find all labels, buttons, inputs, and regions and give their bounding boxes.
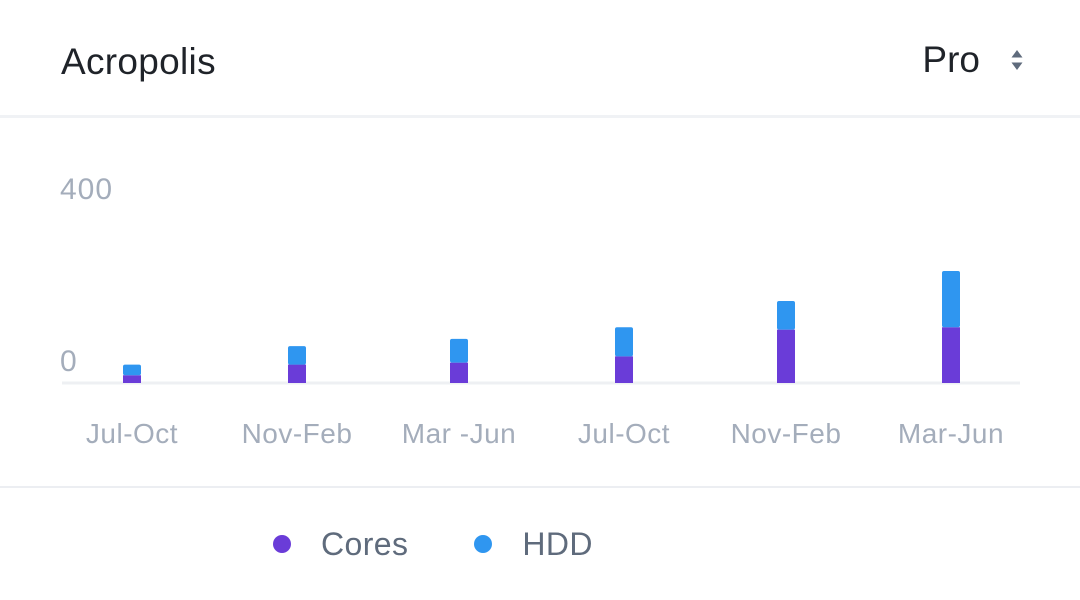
- x-tick-label: Nov-Feb: [242, 418, 353, 449]
- bar-hdd: [777, 301, 795, 330]
- legend-label: HDD: [522, 525, 593, 562]
- bar-cores: [777, 329, 795, 383]
- chart-area: 0 400 Jul-Oct Nov-Feb Mar -Jun Jul-Oct Nov-Feb…: [0, 121, 1080, 487]
- plan-select-value: Pro: [922, 39, 980, 80]
- bar-cores: [123, 375, 141, 383]
- y-tick-label: 400: [60, 173, 113, 206]
- y-tick-label: 0: [60, 345, 78, 378]
- bar-hdd: [615, 327, 633, 357]
- chart-title: Acropolis: [61, 41, 216, 82]
- legend-item-hdd[interactable]: HDD: [474, 526, 593, 563]
- bar-hdd: [942, 270, 960, 328]
- bar-cores: [615, 356, 633, 383]
- x-tick-label: Jul-Oct: [578, 418, 670, 449]
- plan-select[interactable]: Pro: [922, 37, 1024, 83]
- bar-cores: [450, 362, 468, 383]
- legend-item-cores[interactable]: Cores: [273, 526, 408, 563]
- bar-cores: [942, 327, 960, 383]
- bar-hdd: [450, 338, 468, 363]
- legend-dot-icon: [474, 535, 493, 553]
- x-tick-label: Jul-Oct: [86, 418, 178, 449]
- bar-hdd: [288, 346, 306, 365]
- x-tick-label: Mar-Jun: [898, 418, 1004, 449]
- stacked-bar-chart: 0 400 Jul-Oct Nov-Feb Mar -Jun Jul-Oct Nov-Feb…: [60, 173, 1020, 449]
- chart-legend: Cores HDD: [273, 522, 659, 566]
- x-tick-label: Nov-Feb: [731, 418, 842, 449]
- bar-hdd: [123, 364, 141, 376]
- legend-dot-icon: [273, 535, 291, 553]
- sort-arrows-icon: [1011, 50, 1023, 70]
- x-tick-label: Mar -Jun: [402, 418, 516, 449]
- bar-cores: [288, 364, 306, 383]
- chart-header: Acropolis Pro: [0, 0, 1080, 118]
- legend-label: Cores: [321, 525, 409, 562]
- legend-divider: [0, 486, 1080, 488]
